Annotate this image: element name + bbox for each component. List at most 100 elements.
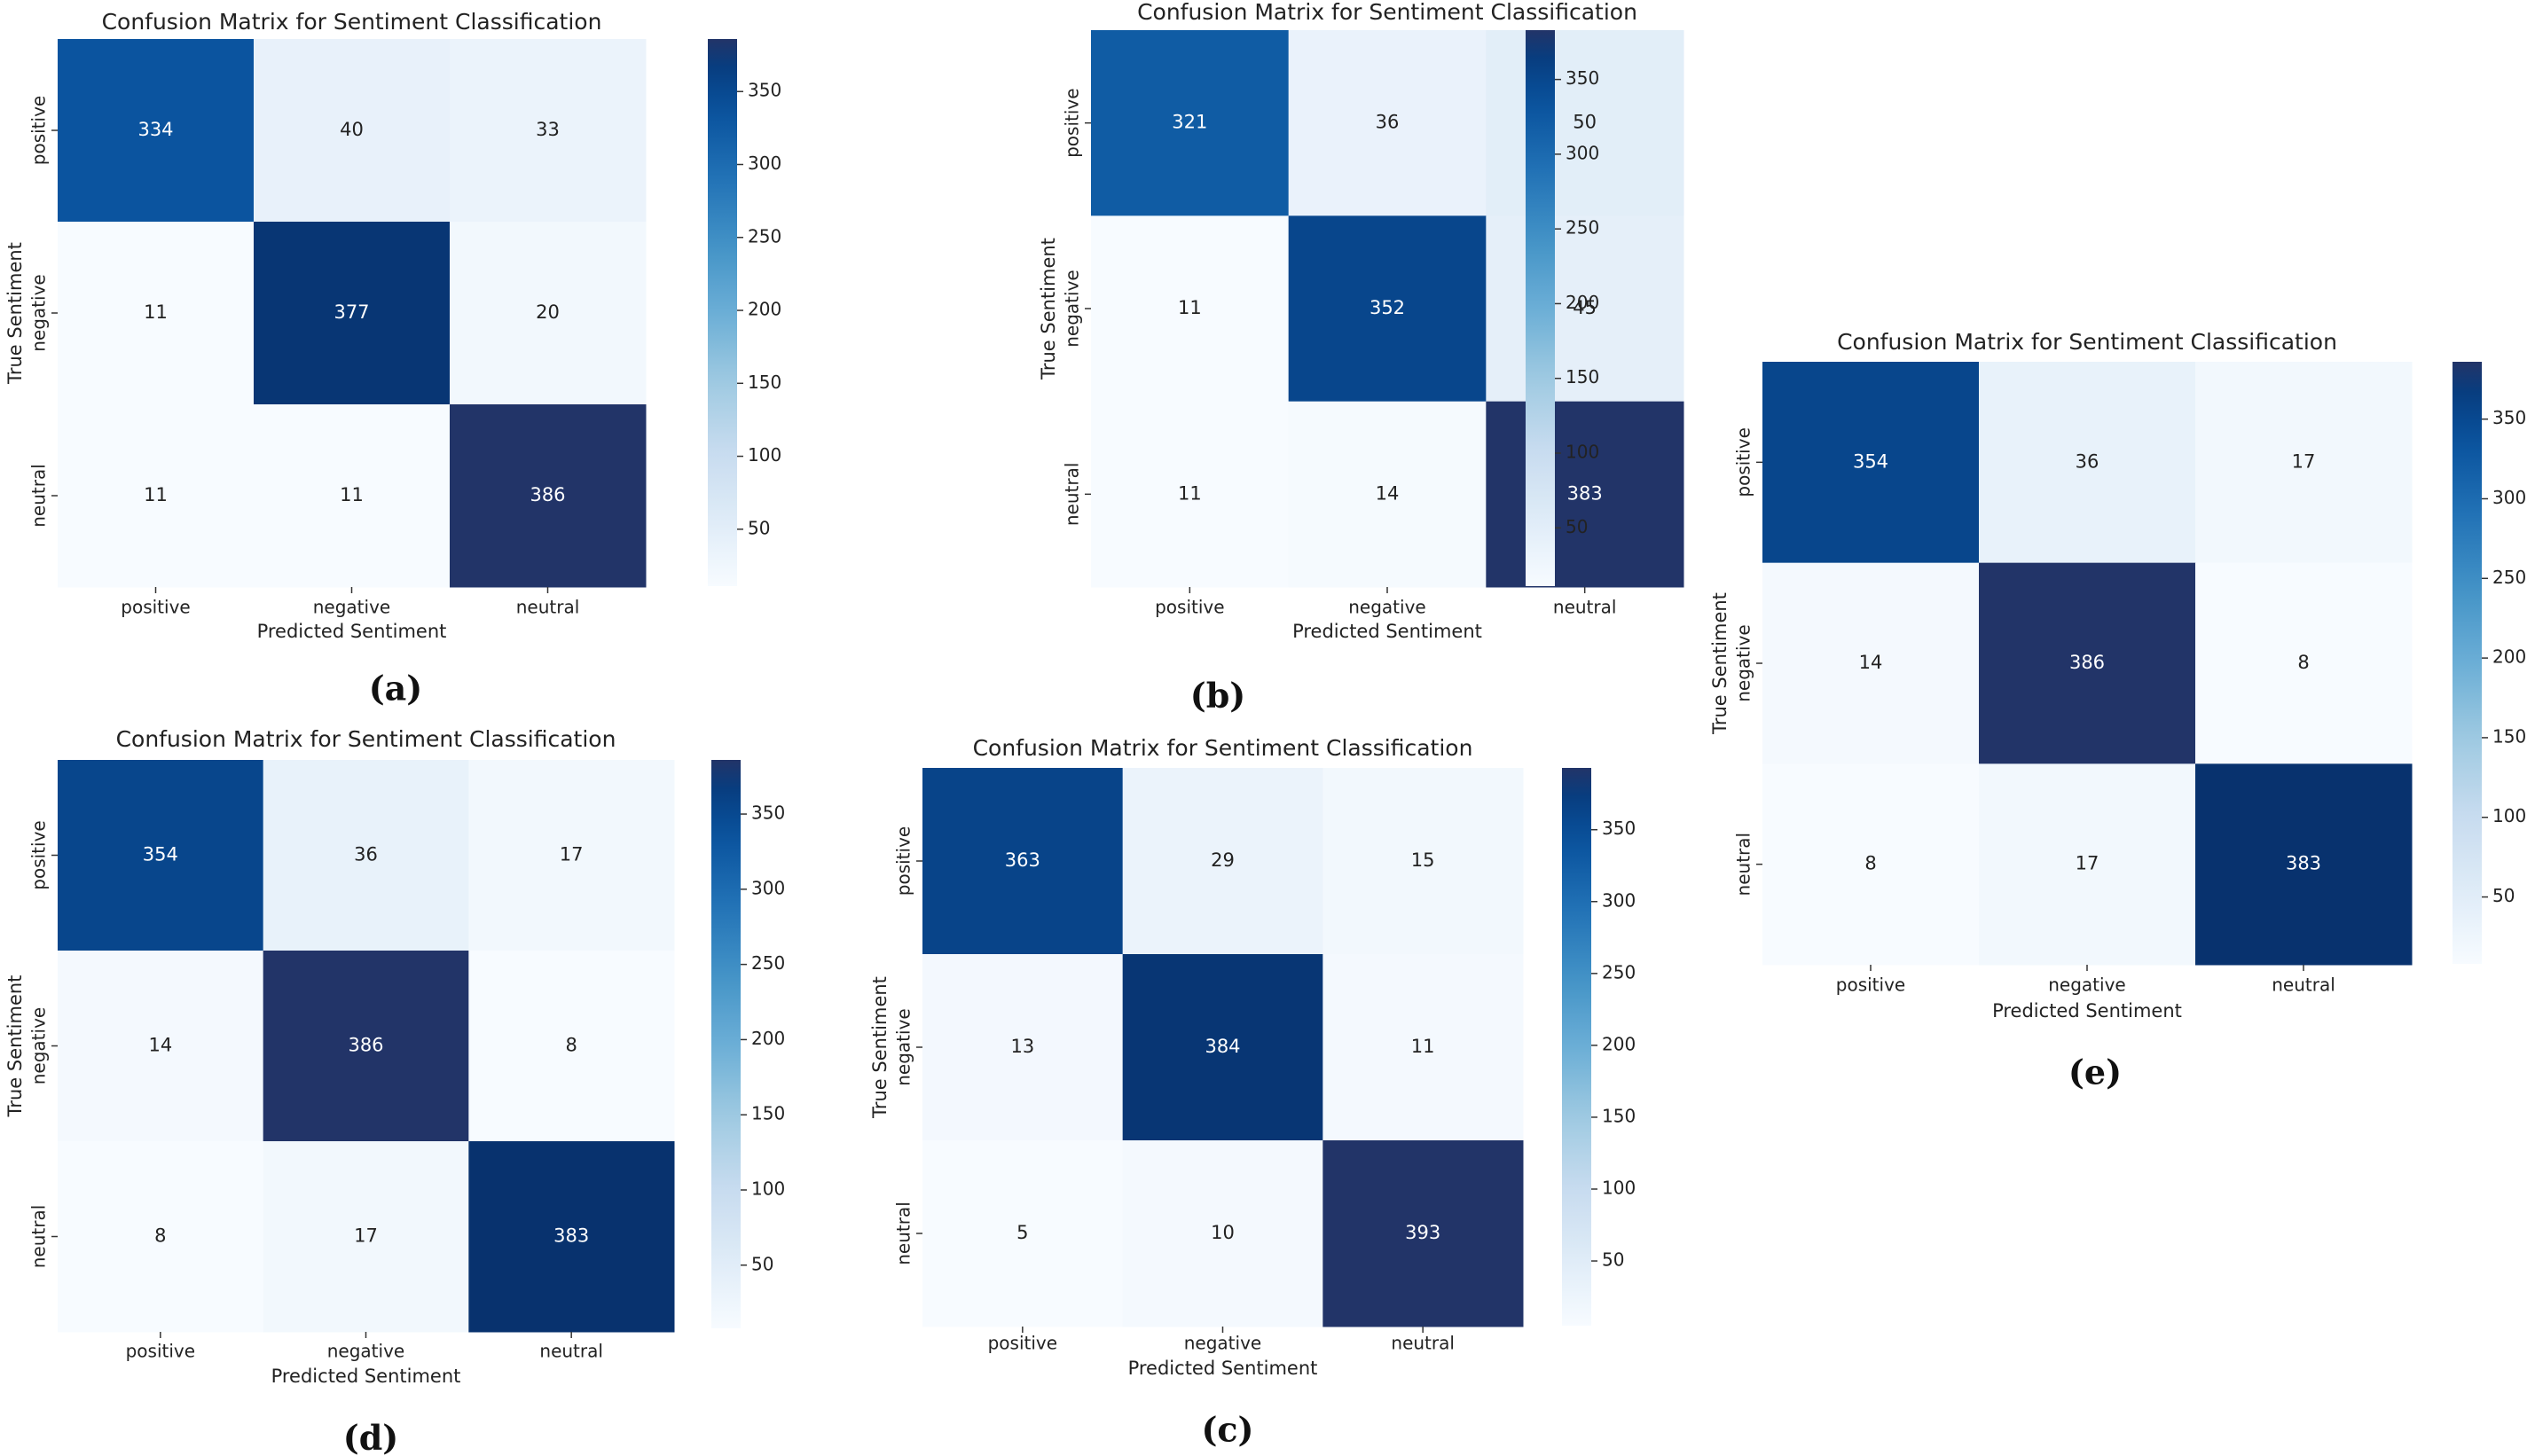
heatmap-cell	[450, 222, 647, 405]
y-axis-title: True Sentiment	[4, 242, 26, 385]
heatmap-cells: 363 29 15 13 384 11 5 10 393	[922, 768, 1524, 1327]
heatmap-cell	[1122, 1140, 1323, 1327]
colorbar-tick-label: 50	[748, 517, 770, 538]
heatmap-cell	[58, 951, 264, 1142]
panel-b: Confusion Matrix for Sentiment Classific…	[1038, 0, 1684, 716]
x-axis-title: Predicted Sentiment	[271, 1366, 461, 1387]
x-tick-label: neutral	[516, 597, 580, 618]
colorbar-tick-label: 200	[751, 1028, 785, 1049]
colorbar-tick-label: 350	[748, 80, 781, 101]
colorbar-tick-label: 350	[2492, 407, 2526, 428]
y-tick-label: positive	[893, 826, 914, 896]
heatmap-cell	[254, 404, 451, 588]
heatmap-cell	[1486, 30, 1684, 216]
x-tick-label: neutral	[2272, 975, 2335, 996]
colorbar-tick-label: 100	[1602, 1177, 1636, 1198]
colorbar-tick-label: 100	[1566, 441, 1599, 462]
cell-value-label: 50	[1573, 112, 1597, 133]
heatmap-cell	[58, 222, 255, 405]
heatmap-cells: 334 40 33 11 377 20 11 11 386	[58, 39, 647, 588]
cell-value-label: 36	[2076, 450, 2099, 472]
x-tick-label: negative	[2048, 975, 2125, 996]
y-tick-label: negative	[28, 274, 50, 351]
cell-value-label: 386	[2069, 652, 2105, 673]
x-tick-label: neutral	[539, 1341, 603, 1362]
y-tick-label: negative	[1062, 270, 1083, 347]
x-axis-title: Predicted Sentiment	[1292, 621, 1482, 642]
colorbar	[2453, 362, 2482, 964]
y-tick-label: neutral	[28, 464, 50, 528]
x-tick-label: neutral	[1391, 1333, 1455, 1354]
x-axis-title: Predicted Sentiment	[1128, 1358, 1318, 1379]
chart-title: Confusion Matrix for Sentiment Classific…	[1137, 0, 1637, 25]
heatmap-cell	[1979, 763, 2196, 966]
panel-caption: (a)	[369, 669, 423, 708]
cell-value-label: 384	[1205, 1036, 1240, 1057]
chart-title: Confusion Matrix for Sentiment Classific…	[1837, 329, 2337, 355]
cell-value-label: 334	[137, 119, 173, 140]
heatmap-cell	[254, 39, 451, 223]
heatmap-cell	[450, 39, 647, 223]
colorbar	[1526, 30, 1555, 586]
colorbar-tick-label: 150	[1566, 366, 1599, 387]
heatmap-cells: 354 36 17 14 386 8 8 17 383	[1762, 362, 2413, 966]
x-tick-label: neutral	[1553, 597, 1617, 618]
panel-c: Confusion Matrix for Sentiment Classific…	[869, 735, 1636, 1450]
cell-value-label: 17	[354, 1225, 378, 1247]
y-tick-label: positive	[1062, 88, 1083, 157]
x-tick-label: positive	[1155, 597, 1224, 618]
y-axis-title: True Sentiment	[1709, 592, 1731, 735]
heatmap-cell	[1288, 215, 1487, 403]
cell-value-label: 11	[144, 301, 168, 323]
heatmap-cell	[1486, 215, 1684, 403]
cell-value-label: 352	[1370, 297, 1405, 318]
cell-value-label: 36	[354, 844, 378, 865]
cell-value-label: 10	[1211, 1222, 1235, 1243]
colorbar-tick-label: 250	[2492, 567, 2526, 588]
colorbar-tick-label: 300	[2492, 487, 2526, 508]
heatmap-cell	[1486, 401, 1684, 588]
panel-e: Confusion Matrix for Sentiment Classific…	[1709, 329, 2526, 1092]
colorbar	[708, 39, 737, 586]
y-tick-label: neutral	[1062, 463, 1083, 527]
colorbar-tick-label: 200	[1566, 292, 1599, 313]
y-tick-label: negative	[893, 1008, 914, 1085]
cell-value-label: 17	[560, 844, 584, 865]
cell-value-label: 40	[340, 119, 364, 140]
heatmap-cell	[1122, 954, 1323, 1141]
x-tick-label: positive	[988, 1333, 1057, 1354]
cell-value-label: 8	[2297, 652, 2309, 673]
cell-value-label: 17	[2292, 450, 2316, 472]
y-tick-label: negative	[28, 1007, 50, 1084]
y-tick-label: positive	[28, 96, 50, 165]
colorbar-tick-label: 50	[2492, 885, 2515, 906]
x-tick-label: negative	[1348, 597, 1425, 618]
colorbar-tick-label: 300	[1566, 142, 1599, 163]
heatmap-cell	[2195, 362, 2413, 564]
cell-value-label: 393	[1405, 1222, 1440, 1243]
panel-caption: (c)	[1201, 1410, 1253, 1450]
chart-title: Confusion Matrix for Sentiment Classific…	[973, 735, 1473, 761]
cell-value-label: 45	[1573, 297, 1597, 318]
heatmap-cell	[468, 951, 675, 1142]
cell-value-label: 383	[553, 1225, 589, 1247]
colorbar-tick-label: 100	[748, 444, 781, 466]
heatmap-cell	[2195, 562, 2413, 764]
heatmap-cell	[1322, 1140, 1524, 1327]
heatmap-cell	[2195, 763, 2413, 966]
cell-value-label: 14	[148, 1035, 172, 1056]
y-tick-label: neutral	[28, 1205, 50, 1269]
colorbar	[1562, 768, 1591, 1326]
cell-value-label: 5	[1016, 1222, 1028, 1243]
cell-value-label: 11	[1178, 482, 1202, 504]
heatmap-cell	[1091, 215, 1290, 403]
chart-title: Confusion Matrix for Sentiment Classific…	[116, 726, 616, 752]
cell-value-label: 17	[2076, 853, 2099, 874]
colorbar-tick-label: 150	[2492, 725, 2526, 747]
heatmap-cell	[922, 768, 1124, 955]
cell-value-label: 13	[1010, 1036, 1034, 1057]
panel-caption: (e)	[2068, 1053, 2122, 1092]
cell-value-label: 11	[144, 484, 168, 505]
cell-value-label: 14	[1376, 482, 1400, 504]
